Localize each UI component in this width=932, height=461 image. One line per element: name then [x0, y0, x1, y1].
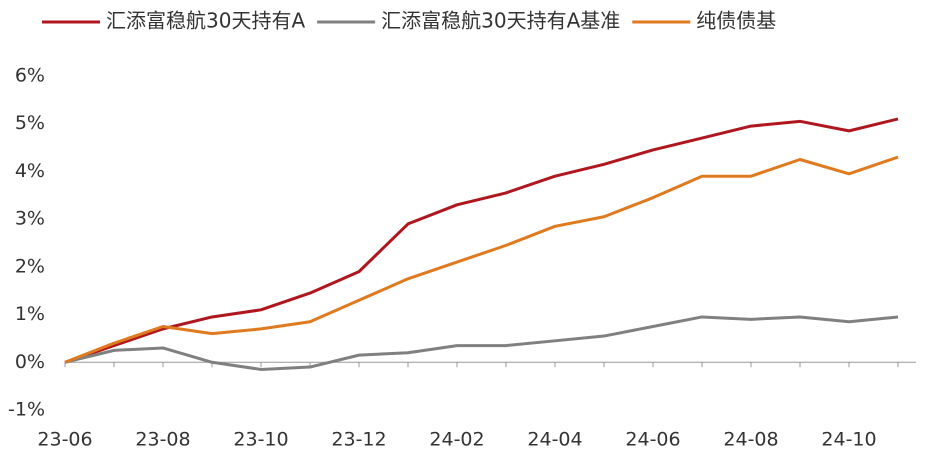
y-tick-label: 6% — [15, 65, 45, 87]
x-tick-label: 23-08 — [135, 429, 190, 451]
y-tick-label: -1% — [8, 399, 45, 421]
x-tick-label: 23-10 — [233, 429, 288, 451]
x-tick-label: 23-12 — [331, 429, 386, 451]
series-line — [64, 315, 899, 371]
y-tick-label: 0% — [15, 351, 45, 373]
legend-label: 纯债债基 — [696, 9, 776, 33]
x-tick-label: 24-10 — [821, 429, 876, 451]
y-tick-label: 4% — [15, 160, 45, 182]
x-tick-label: 24-06 — [625, 429, 680, 451]
x-tick-label: 23-06 — [37, 429, 92, 451]
x-tick-label: 24-04 — [527, 429, 582, 451]
y-tick-label: 3% — [15, 208, 45, 230]
x-tick-label: 24-02 — [429, 429, 484, 451]
x-tick-label: 24-08 — [723, 429, 778, 451]
series-line — [64, 117, 899, 364]
series-line — [64, 155, 899, 364]
legend-label: 汇添富稳航30天持有A — [106, 9, 305, 33]
y-tick-label: 2% — [15, 255, 45, 277]
y-tick-label: 1% — [15, 303, 45, 325]
legend-label: 汇添富稳航30天持有A基准 — [381, 9, 620, 33]
legend: 汇添富稳航30天持有A 汇添富稳航30天持有A基准 纯债债基 — [42, 9, 776, 33]
y-tick-label: 5% — [15, 112, 45, 134]
